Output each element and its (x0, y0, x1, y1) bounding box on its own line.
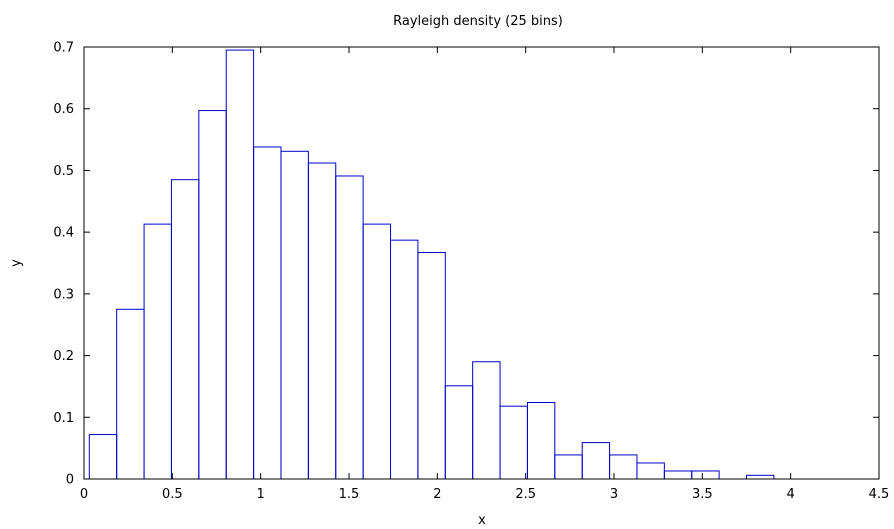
chart-title: Rayleigh density (25 bins) (393, 14, 563, 29)
histogram-bar (746, 474, 775, 480)
x-tick-label: 2.5 (515, 487, 536, 502)
y-axis-ticks: 0 0.1 0.2 0.3 0.4 0.5 0.6 0.7 (53, 41, 879, 488)
histogram-bar (280, 150, 309, 480)
histogram-bar (472, 361, 501, 480)
histogram-bar (663, 470, 693, 480)
x-tick-label: 2 (433, 487, 441, 502)
histogram-bar (691, 470, 720, 480)
histogram-bar (362, 223, 392, 480)
y-tick-label: 0.7 (53, 41, 74, 56)
y-tick-label: 0.6 (53, 102, 74, 117)
x-axis-ticks: 0 0.5 1 1.5 2 2.5 3 3.5 4 4.5 (80, 47, 889, 502)
histogram-bar (88, 434, 118, 480)
histogram-bar (116, 308, 145, 480)
y-tick-label: 0.3 (53, 287, 74, 302)
y-tick-label: 0.1 (53, 411, 74, 426)
histogram-bar (581, 442, 611, 480)
histogram-bar (554, 454, 583, 480)
histogram-bar (143, 223, 172, 480)
histogram-bar (499, 405, 528, 480)
x-tick-label: 4.5 (869, 487, 890, 502)
histogram-bar (335, 175, 364, 480)
x-tick-label: 0.5 (162, 487, 183, 502)
histogram-bar (636, 462, 665, 480)
plot-frame (83, 46, 880, 480)
y-axis-label: y (9, 259, 24, 267)
histogram-bar (390, 239, 419, 480)
histogram-bar (253, 146, 282, 480)
x-tick-label: 1.5 (339, 487, 360, 502)
x-tick-label: 4 (787, 487, 795, 502)
histogram-bar (170, 179, 200, 480)
x-tick-label: 3 (610, 487, 618, 502)
histogram-bar (444, 385, 474, 480)
histogram-bar (198, 110, 227, 480)
x-tick-label: 0 (80, 487, 88, 502)
histogram-bar (526, 401, 556, 480)
histogram-bar (225, 49, 255, 480)
y-tick-label: 0.2 (53, 349, 74, 364)
histogram-bar (417, 252, 446, 480)
y-tick-label: 0 (66, 473, 74, 488)
x-tick-label: 1 (257, 487, 265, 502)
histogram-bar (307, 162, 337, 480)
x-tick-label: 3.5 (692, 487, 713, 502)
y-tick-label: 0.5 (53, 164, 74, 179)
histogram-bars (88, 49, 775, 480)
y-tick-label: 0.4 (53, 226, 74, 241)
x-axis-label: x (478, 513, 486, 528)
